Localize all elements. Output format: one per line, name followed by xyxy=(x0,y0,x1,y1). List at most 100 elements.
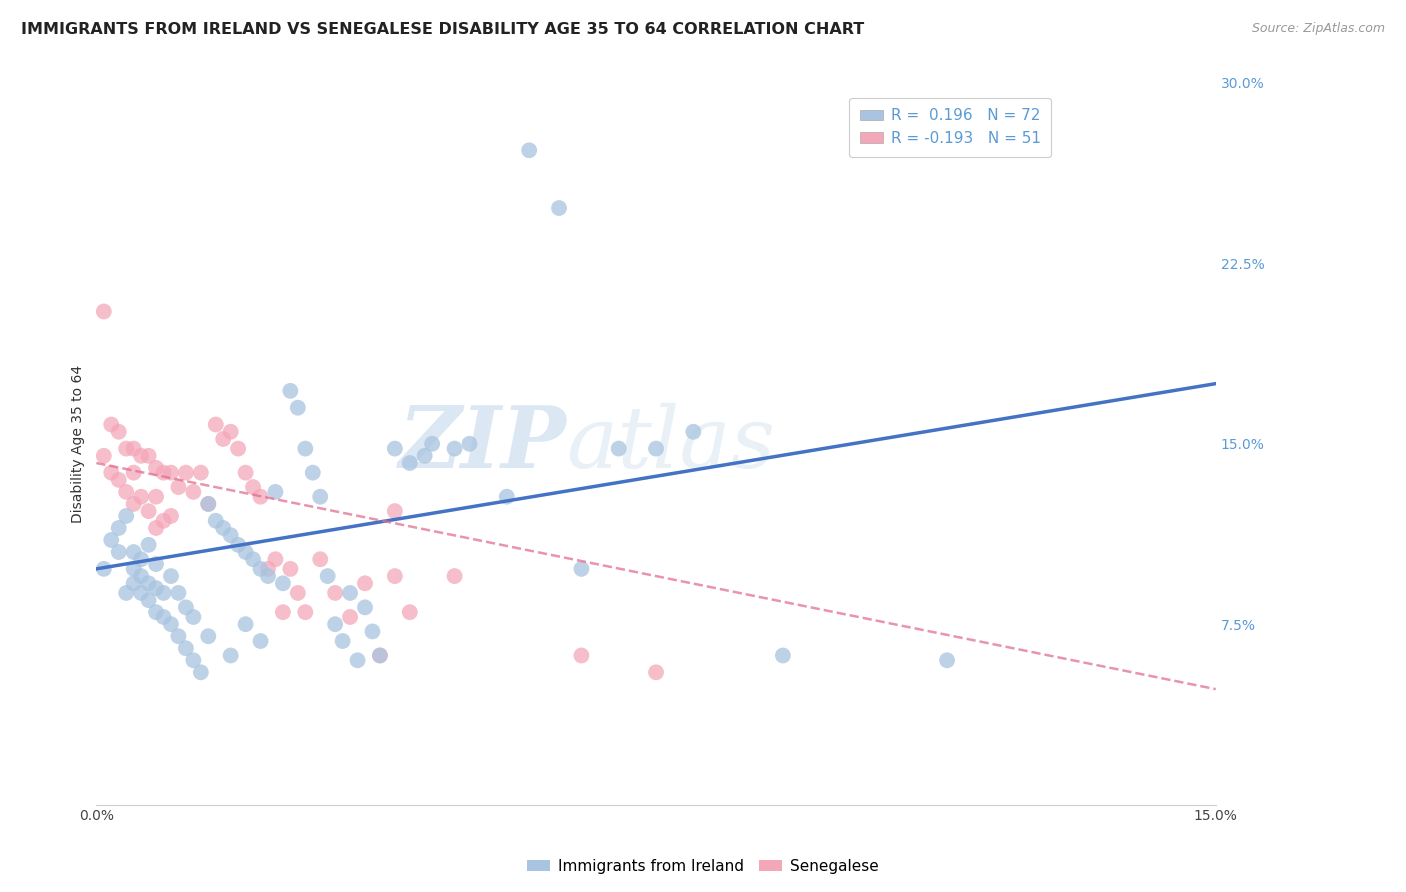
Point xyxy=(249,490,271,504)
Point xyxy=(190,466,212,480)
Point xyxy=(242,552,264,566)
Point xyxy=(100,533,122,547)
Point xyxy=(271,576,294,591)
Point xyxy=(183,484,205,499)
Point xyxy=(294,605,316,619)
Point xyxy=(257,569,280,583)
Point xyxy=(190,665,212,680)
Point xyxy=(145,490,167,504)
Point xyxy=(100,466,122,480)
Point xyxy=(280,562,302,576)
Point xyxy=(443,442,465,456)
Point xyxy=(235,617,257,632)
Point xyxy=(219,425,242,439)
Point xyxy=(420,437,443,451)
Point xyxy=(548,201,571,215)
Point xyxy=(204,417,226,432)
Point xyxy=(107,521,129,535)
Point xyxy=(443,569,465,583)
Point xyxy=(93,562,115,576)
Point xyxy=(346,653,368,667)
Point xyxy=(167,629,190,643)
Point xyxy=(138,576,160,591)
Y-axis label: Disability Age 35 to 64: Disability Age 35 to 64 xyxy=(72,365,86,523)
Point xyxy=(212,521,235,535)
Point xyxy=(226,538,249,552)
Point xyxy=(361,624,384,639)
Point xyxy=(129,449,152,463)
Point xyxy=(129,552,152,566)
Point xyxy=(271,605,294,619)
Point xyxy=(122,466,145,480)
Point xyxy=(107,545,129,559)
Point xyxy=(93,304,115,318)
Point xyxy=(100,417,122,432)
Point xyxy=(145,460,167,475)
Point xyxy=(323,586,346,600)
Point xyxy=(160,617,183,632)
Point xyxy=(235,466,257,480)
Point xyxy=(115,586,138,600)
Point xyxy=(145,557,167,571)
Text: atlas: atlas xyxy=(567,402,776,485)
Point xyxy=(115,508,138,523)
Point xyxy=(93,449,115,463)
Point xyxy=(398,605,420,619)
Point xyxy=(235,545,257,559)
Point xyxy=(257,562,280,576)
Point xyxy=(197,497,219,511)
Point xyxy=(138,538,160,552)
Point xyxy=(287,586,309,600)
Point xyxy=(682,425,704,439)
Point xyxy=(354,600,377,615)
Point xyxy=(107,425,129,439)
Point xyxy=(183,653,205,667)
Point xyxy=(571,562,593,576)
Point xyxy=(122,442,145,456)
Point xyxy=(174,466,197,480)
Point xyxy=(301,466,323,480)
Point xyxy=(316,569,339,583)
Point xyxy=(212,432,235,446)
Point xyxy=(936,653,959,667)
Point xyxy=(115,442,138,456)
Point xyxy=(607,442,630,456)
Point xyxy=(368,648,391,663)
Point xyxy=(122,497,145,511)
Point xyxy=(495,490,517,504)
Point xyxy=(138,593,160,607)
Point xyxy=(242,480,264,494)
Point xyxy=(249,562,271,576)
Point xyxy=(129,490,152,504)
Legend: Immigrants from Ireland, Senegalese: Immigrants from Ireland, Senegalese xyxy=(522,853,884,880)
Point xyxy=(219,648,242,663)
Point xyxy=(458,437,481,451)
Legend: R =  0.196   N = 72, R = -0.193   N = 51: R = 0.196 N = 72, R = -0.193 N = 51 xyxy=(849,98,1052,157)
Point xyxy=(368,648,391,663)
Point xyxy=(413,449,436,463)
Point xyxy=(129,569,152,583)
Point xyxy=(204,514,226,528)
Point xyxy=(249,634,271,648)
Point xyxy=(339,610,361,624)
Text: ZIP: ZIP xyxy=(399,402,567,485)
Point xyxy=(339,586,361,600)
Point xyxy=(772,648,794,663)
Text: Source: ZipAtlas.com: Source: ZipAtlas.com xyxy=(1251,22,1385,36)
Point xyxy=(138,449,160,463)
Point xyxy=(264,484,287,499)
Point xyxy=(145,581,167,595)
Point xyxy=(167,480,190,494)
Point xyxy=(167,586,190,600)
Point xyxy=(145,605,167,619)
Point xyxy=(152,466,174,480)
Point xyxy=(645,442,668,456)
Point xyxy=(197,629,219,643)
Point xyxy=(160,466,183,480)
Point xyxy=(138,504,160,518)
Point xyxy=(160,508,183,523)
Point xyxy=(332,634,354,648)
Point xyxy=(287,401,309,415)
Point xyxy=(264,552,287,566)
Point xyxy=(197,497,219,511)
